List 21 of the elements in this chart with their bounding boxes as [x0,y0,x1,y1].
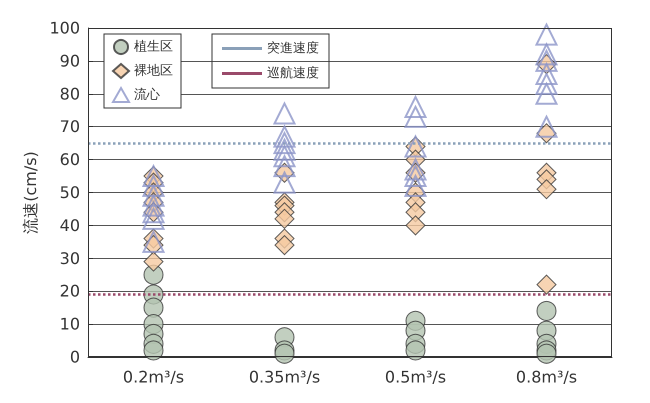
y-tick-label: 0 [70,348,80,366]
y-tick-label: 10 [60,314,80,334]
y-tick-label: 40 [60,216,80,235]
x-tick-label: 0.2m³/s [122,368,184,386]
legend-label: 巡航速度 [267,65,319,81]
y-tick-label: 100 [49,18,80,38]
legend-label: 突進速度 [267,40,319,56]
y-tick-label: 60 [60,150,80,170]
y-tick-label: 80 [60,84,80,104]
y-axis-title: 流速(cm/s) [21,151,40,234]
y-tick-label: 30 [60,248,80,268]
x-tick-label: 0.8m³/s [516,368,578,386]
legend-label: 流心 [134,86,160,102]
y-tick-label: 90 [60,51,80,70]
x-tick-label: 0.5m³/s [384,368,446,386]
y-tick-label: 20 [60,282,80,301]
legend-label: 植生区 [134,40,173,54]
x-tick-label: 0.35m³/s [248,368,320,386]
legend-label: 裸地区 [134,64,173,78]
y-tick-label: 70 [60,117,80,136]
y-tick-label: 50 [60,183,80,202]
